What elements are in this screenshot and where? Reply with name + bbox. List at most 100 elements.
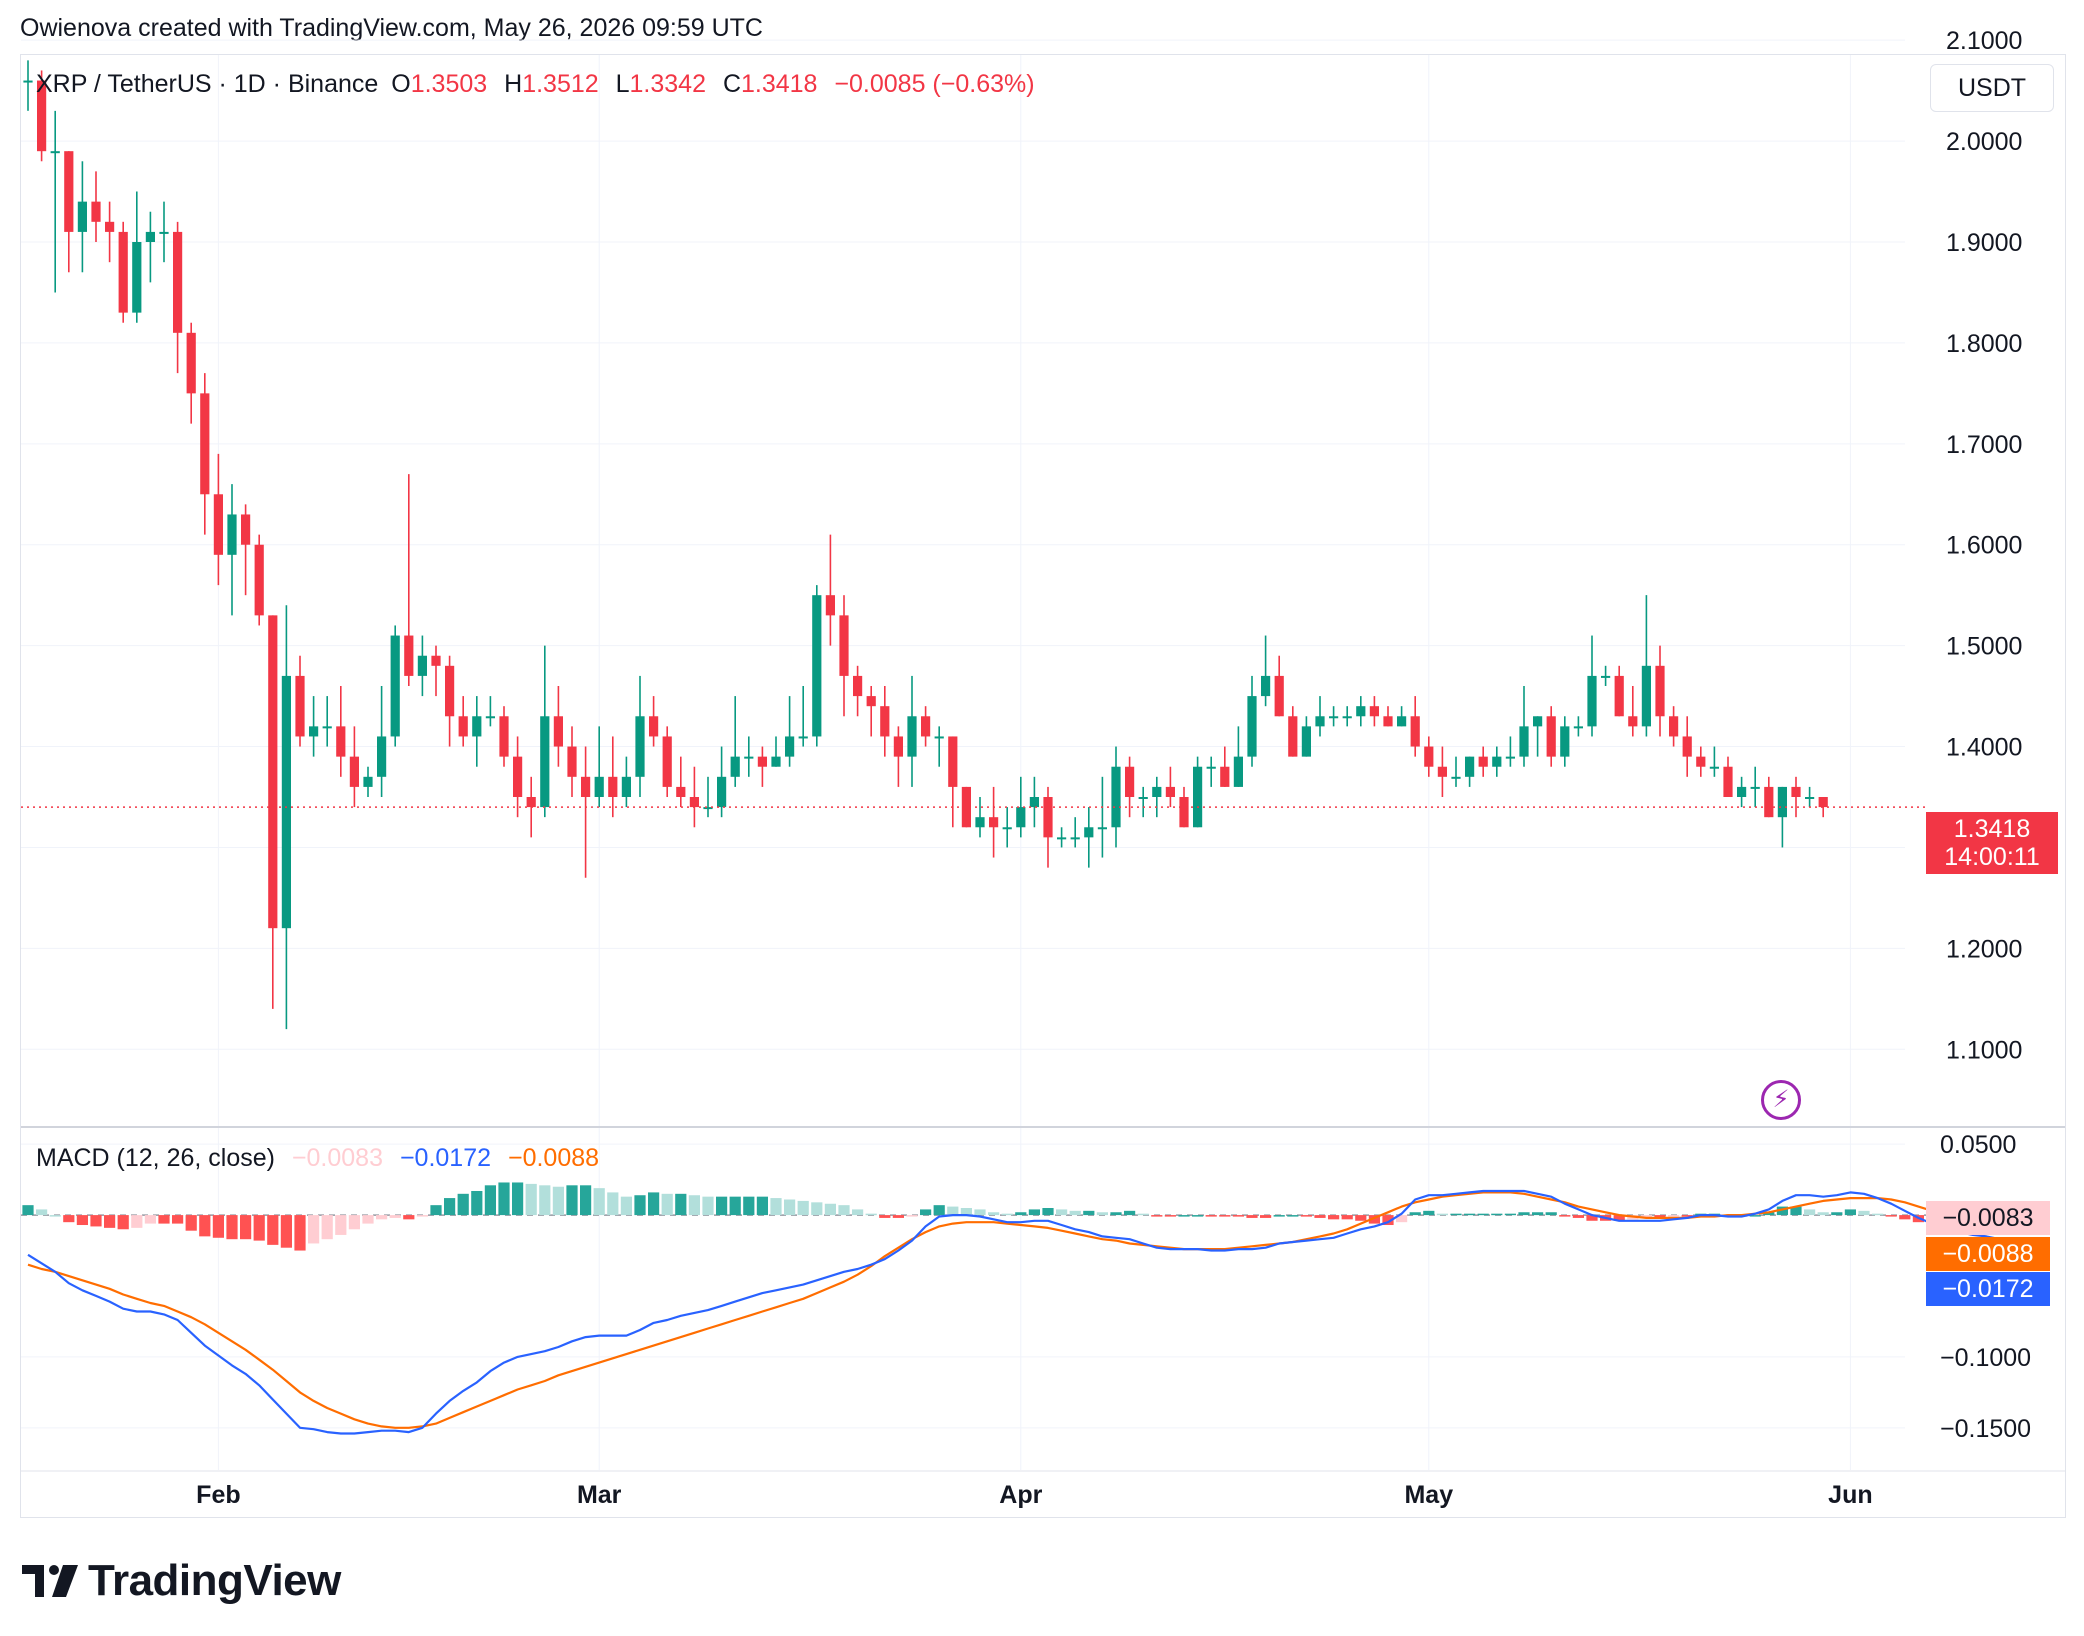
macd-histogram-bar xyxy=(960,1208,972,1216)
close-label: C xyxy=(722,70,741,98)
macd-histogram-bar xyxy=(1436,1213,1448,1216)
macd-histogram-bar xyxy=(1681,1215,1693,1217)
macd-histogram-bar xyxy=(1205,1215,1217,1217)
macd-histogram-bar xyxy=(185,1215,197,1231)
candle-body xyxy=(703,807,713,810)
candle-body xyxy=(717,776,727,808)
candle-body xyxy=(1641,665,1651,727)
macd-histogram-bar xyxy=(416,1215,428,1217)
candle-body xyxy=(676,786,686,797)
candle-body xyxy=(798,736,808,739)
candle-body xyxy=(200,393,210,495)
macd-histogram-bar xyxy=(661,1193,673,1216)
candle-body xyxy=(1002,827,1012,830)
candle-body xyxy=(553,716,563,747)
macd-histogram-bar xyxy=(1776,1206,1788,1216)
macd-histogram-bar xyxy=(335,1215,347,1235)
open-value: 1.3503 xyxy=(410,70,488,98)
macd-histogram-bar xyxy=(729,1196,741,1216)
macd-histogram-bar xyxy=(1056,1209,1068,1216)
macd-histogram-bar xyxy=(824,1203,836,1216)
macd-histogram-bar xyxy=(1260,1215,1272,1218)
candle-body xyxy=(485,716,495,719)
macd-histogram-bar xyxy=(1328,1215,1340,1220)
macd-histogram-bar xyxy=(1124,1210,1136,1216)
candle-body xyxy=(37,80,47,152)
candle-body xyxy=(1369,706,1379,717)
symbol-name[interactable]: XRP / TetherUS · 1D · Binance xyxy=(36,70,379,98)
macd-histogram-bar xyxy=(76,1215,88,1226)
macd-histogram-bar xyxy=(933,1205,945,1216)
candle-body xyxy=(785,736,795,757)
candle-body xyxy=(1601,675,1611,678)
macd-histogram-bar xyxy=(1572,1215,1584,1218)
macd-histogram-bar xyxy=(1423,1210,1435,1216)
macd-histogram-bar xyxy=(892,1215,904,1218)
macd-histogram-bar xyxy=(1164,1215,1176,1217)
candle-body xyxy=(839,615,849,676)
macd-histogram-bar xyxy=(1178,1215,1190,1217)
macd-histogram-bar xyxy=(1001,1213,1013,1216)
macd-histogram-bar xyxy=(403,1215,415,1220)
time-tick-label: Apr xyxy=(999,1481,1042,1509)
macd-histogram-bar xyxy=(1844,1209,1856,1216)
candle-body xyxy=(1397,716,1407,727)
candle-body xyxy=(227,514,237,555)
last-price: 1.3418 xyxy=(1953,815,2031,843)
macd-histogram-bar xyxy=(1368,1215,1380,1224)
candle-body xyxy=(1111,766,1121,828)
macd-histogram-bar xyxy=(1382,1215,1394,1226)
candle-body xyxy=(662,736,672,787)
candle-body xyxy=(1029,797,1039,808)
candle-body xyxy=(1125,766,1135,797)
currency-button[interactable]: USDT xyxy=(1930,64,2054,112)
candle-body xyxy=(1655,665,1665,717)
candle-body xyxy=(921,716,931,737)
macd-histogram-bar xyxy=(1504,1213,1516,1216)
candle-body xyxy=(145,231,155,242)
price-tick-label: 1.6000 xyxy=(1946,532,2022,560)
candle-body xyxy=(458,716,468,737)
macd-histogram-bar xyxy=(539,1185,551,1216)
macd-histogram-bar xyxy=(1083,1210,1095,1216)
tradingview-logo[interactable]: TradingView xyxy=(22,1556,341,1606)
macd-histogram-bar xyxy=(1273,1215,1285,1217)
macd-title[interactable]: MACD (12, 26, close) xyxy=(36,1144,275,1172)
macd-tick-label: −0.1000 xyxy=(1940,1344,2031,1372)
macd-histogram-bar xyxy=(838,1205,850,1216)
author-credit: Owienova created with TradingView.com, M… xyxy=(20,14,763,42)
macd-histogram-bar xyxy=(1110,1212,1122,1216)
candle-body xyxy=(689,797,699,808)
candle-body xyxy=(907,716,917,757)
macd-histogram-bar xyxy=(1028,1209,1040,1216)
candle-body xyxy=(213,494,223,555)
macd-histogram-bar xyxy=(1464,1213,1476,1216)
macd-histogram-bar xyxy=(770,1198,782,1216)
macd-histogram-bar xyxy=(131,1215,143,1228)
high-label: H xyxy=(504,70,523,98)
candle-body xyxy=(567,746,577,777)
candle-body xyxy=(241,514,251,545)
macd-histogram-bar xyxy=(348,1215,360,1230)
macd-signal-value: −0.0088 xyxy=(507,1144,600,1172)
macd-histogram-bar xyxy=(376,1215,388,1220)
macd-histogram-bar xyxy=(321,1215,333,1240)
candle-body xyxy=(91,201,101,222)
candle-body xyxy=(23,80,33,83)
candle-body xyxy=(1505,756,1515,759)
lightning-icon[interactable]: ⚡ xyxy=(1761,1080,1801,1120)
macd-histogram-bar xyxy=(36,1209,48,1216)
macd-histogram-bar xyxy=(620,1196,632,1216)
candle-body xyxy=(390,635,400,737)
candle-body xyxy=(1274,675,1284,717)
macd-histogram-bar xyxy=(1545,1212,1557,1216)
macd-histogram-bar xyxy=(63,1215,75,1223)
macd-histogram-bar xyxy=(1885,1215,1897,1217)
macd-histogram-bar xyxy=(634,1195,646,1216)
macd-histogram-bar xyxy=(1586,1215,1598,1221)
candle-body xyxy=(1315,716,1325,727)
candle-body xyxy=(1410,716,1420,747)
candle-body xyxy=(118,231,128,313)
macd-histogram-bar xyxy=(1899,1215,1911,1220)
